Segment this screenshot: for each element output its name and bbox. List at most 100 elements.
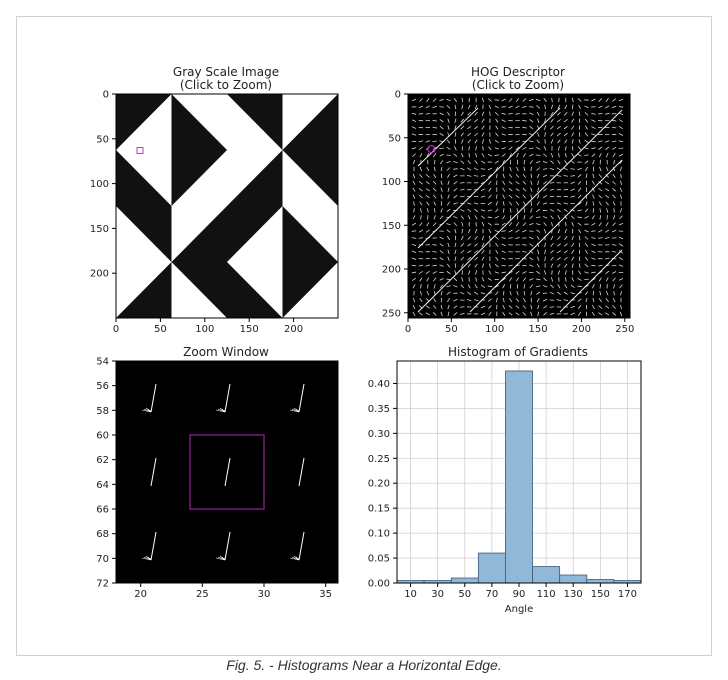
hog-cell-glyph bbox=[529, 99, 534, 101]
hog-cell-glyph bbox=[487, 222, 492, 226]
hog-cell-glyph bbox=[454, 125, 457, 130]
hog-cell-glyph bbox=[467, 132, 472, 137]
hog-cell-glyph bbox=[489, 111, 491, 117]
hog-cell-glyph bbox=[447, 180, 450, 186]
hog-cell-glyph bbox=[606, 208, 609, 213]
hog-cell-glyph bbox=[482, 146, 484, 151]
chart-ytick-label: 0.25 bbox=[368, 454, 390, 465]
hog-cell-glyph bbox=[537, 194, 540, 199]
hog-cell-glyph bbox=[536, 256, 540, 261]
hog-cell-glyph bbox=[467, 263, 471, 268]
hog-cell-glyph bbox=[570, 175, 575, 177]
hog-cell-glyph bbox=[447, 125, 450, 130]
hog-cell-glyph bbox=[591, 237, 596, 239]
gray-image-triangle bbox=[116, 150, 172, 206]
hog-cell-glyph bbox=[605, 98, 609, 102]
hog-cell-glyph bbox=[503, 208, 505, 213]
hog-cell-glyph bbox=[570, 305, 575, 309]
hog-cell-glyph bbox=[542, 202, 548, 205]
hog-cell-glyph bbox=[612, 180, 616, 185]
hog-cell-glyph bbox=[522, 244, 527, 246]
hog-cell-glyph bbox=[619, 215, 623, 220]
hog-cell-glyph bbox=[508, 140, 513, 143]
gray-image[interactable] bbox=[116, 94, 338, 318]
hog-cell-glyph bbox=[550, 256, 554, 261]
hog-cell-glyph bbox=[564, 139, 568, 144]
hog-cell-glyph bbox=[439, 153, 444, 157]
gray-xtick-label: 0 bbox=[113, 324, 119, 335]
hog-cell-glyph bbox=[515, 305, 520, 309]
hog-ytick-label: 0 bbox=[395, 90, 401, 101]
gray-panel[interactable]: Gray Scale Image (Click to Zoom) 0 50 100 1… bbox=[90, 65, 339, 335]
hog-cell-glyph bbox=[461, 104, 464, 110]
hog-cell-glyph bbox=[605, 305, 610, 309]
hog-cell-glyph bbox=[447, 242, 450, 248]
hog-cell-glyph bbox=[418, 105, 424, 109]
hog-cell-glyph bbox=[460, 167, 465, 171]
hog-cell-glyph bbox=[481, 277, 485, 282]
hog-cell-glyph bbox=[563, 119, 568, 123]
hog-cell-glyph bbox=[508, 113, 513, 115]
hog-cell-glyph bbox=[591, 98, 596, 102]
hog-cell-glyph bbox=[460, 160, 465, 164]
gray-image-triangle bbox=[227, 206, 283, 262]
zoom-ytick-label: 72 bbox=[96, 579, 109, 590]
hog-cell-glyph bbox=[536, 208, 541, 213]
hog-cell-glyph bbox=[439, 119, 444, 123]
hog-cell-glyph bbox=[495, 297, 498, 303]
hog-cell-glyph bbox=[556, 257, 561, 261]
hog-cell-glyph bbox=[522, 173, 526, 178]
hog-cell-glyph bbox=[454, 256, 457, 261]
hog-cell-glyph bbox=[495, 242, 499, 247]
hog-cell-glyph bbox=[535, 223, 541, 226]
zoom-ytick-label: 68 bbox=[96, 529, 109, 540]
hog-cell-glyph bbox=[495, 118, 499, 123]
hog-cell-glyph bbox=[412, 194, 416, 199]
hog-cell-glyph bbox=[613, 208, 615, 213]
hog-cell-glyph bbox=[619, 290, 623, 296]
hog-cell-glyph bbox=[599, 208, 602, 213]
hog-cell-glyph bbox=[619, 284, 623, 289]
hog-cell-glyph bbox=[584, 118, 589, 123]
hog-cell-glyph bbox=[433, 166, 436, 172]
hog-cell-glyph bbox=[460, 118, 465, 123]
hog-cell-glyph bbox=[447, 249, 450, 255]
hog-cell-glyph bbox=[411, 230, 417, 232]
hog-cell-glyph bbox=[598, 201, 602, 206]
hog-cell-glyph bbox=[598, 188, 603, 192]
hog-cell-glyph bbox=[439, 99, 444, 101]
hog-cell-glyph bbox=[571, 249, 575, 254]
hog-cell-glyph bbox=[433, 159, 436, 165]
hog-cell-glyph bbox=[446, 105, 451, 109]
hog-cell-glyph bbox=[425, 105, 430, 109]
hog-cell-glyph bbox=[515, 201, 520, 206]
hog-cell-glyph bbox=[460, 132, 464, 137]
hog-cell-glyph bbox=[453, 298, 458, 302]
hog-cell-glyph bbox=[605, 146, 610, 151]
hog-cell-glyph bbox=[432, 98, 437, 102]
hog-cell-glyph bbox=[591, 271, 596, 274]
gray-image-triangle bbox=[227, 94, 283, 150]
hog-glyphs[interactable] bbox=[411, 97, 624, 317]
hog-cell-glyph bbox=[425, 264, 431, 267]
hog-cell-glyph bbox=[411, 277, 417, 282]
zoom-ytick-label: 56 bbox=[96, 381, 109, 392]
hog-cell-glyph bbox=[591, 187, 595, 192]
hog-cell-glyph bbox=[585, 173, 588, 179]
hog-ytick-label: 150 bbox=[382, 221, 401, 232]
hog-cell-glyph bbox=[419, 153, 423, 158]
hog-cell-glyph bbox=[460, 256, 465, 261]
hog-cell-glyph bbox=[564, 236, 568, 240]
hog-cell-glyph bbox=[523, 201, 526, 206]
hog-cell-glyph bbox=[611, 140, 617, 143]
hog-cell-glyph bbox=[522, 98, 527, 102]
hog-cell-glyph bbox=[501, 222, 506, 226]
hog-panel[interactable]: HOG Descriptor (Click to Zoom) 0 50 100 150… bbox=[382, 65, 634, 335]
hog-cell-glyph bbox=[619, 208, 623, 213]
hog-cell-glyph bbox=[537, 304, 540, 310]
hog-cell-glyph bbox=[418, 270, 423, 275]
hog-cell-glyph bbox=[536, 235, 540, 241]
hog-cell-glyph bbox=[536, 146, 541, 150]
hog-cell-glyph bbox=[419, 222, 423, 227]
hog-cell-glyph bbox=[571, 263, 574, 268]
